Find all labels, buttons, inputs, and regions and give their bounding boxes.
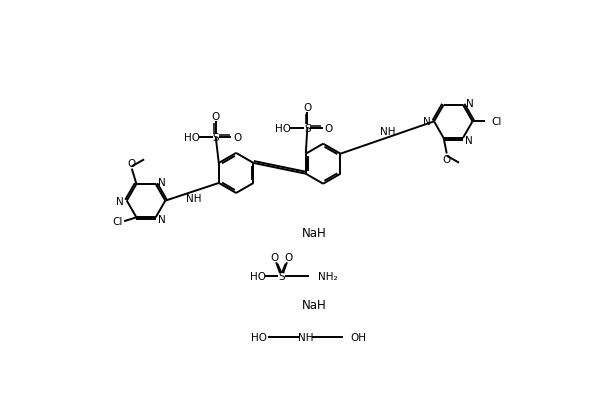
Text: O: O — [303, 103, 311, 112]
Text: Cl: Cl — [112, 217, 122, 227]
Text: N: N — [423, 117, 431, 127]
Text: S: S — [212, 133, 219, 142]
Text: S: S — [304, 123, 311, 133]
Text: N: N — [466, 99, 474, 109]
Text: O: O — [271, 252, 279, 262]
Text: NaH: NaH — [302, 227, 327, 240]
Text: Cl: Cl — [492, 117, 502, 127]
Text: N: N — [465, 135, 473, 145]
Text: NH₂: NH₂ — [318, 272, 337, 281]
Text: NH: NH — [379, 126, 395, 136]
Text: O: O — [233, 133, 241, 142]
Text: N: N — [116, 196, 123, 206]
Text: O: O — [128, 159, 136, 169]
Text: O: O — [284, 252, 293, 262]
Text: N: N — [158, 178, 166, 188]
Text: N: N — [158, 214, 166, 224]
Text: O: O — [325, 123, 333, 133]
Text: NaH: NaH — [302, 299, 327, 311]
Text: O: O — [212, 112, 220, 121]
Text: HO: HO — [251, 332, 267, 342]
Text: HO: HO — [184, 133, 200, 142]
Text: S: S — [278, 272, 285, 281]
Text: NH: NH — [298, 332, 313, 342]
Text: OH: OH — [350, 332, 366, 342]
Text: NH: NH — [186, 193, 201, 203]
Text: HO: HO — [250, 272, 266, 281]
Text: HO: HO — [276, 123, 292, 133]
Text: O: O — [443, 155, 451, 164]
